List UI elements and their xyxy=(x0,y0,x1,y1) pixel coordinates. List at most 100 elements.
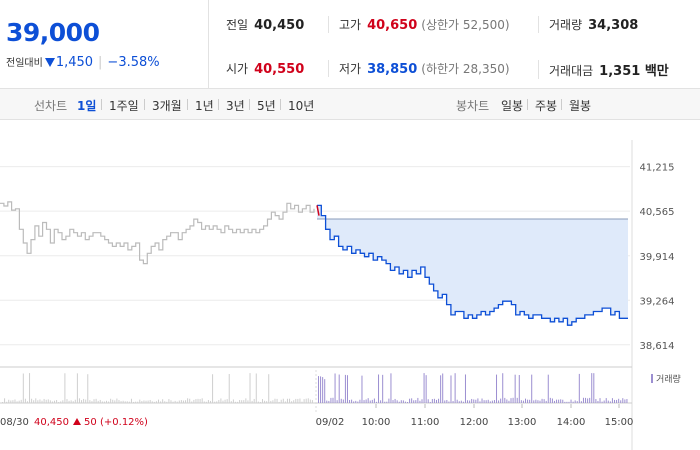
volume-bar-prev xyxy=(128,401,130,403)
volume-bar-today xyxy=(382,374,384,403)
volume-bar-today xyxy=(603,400,605,403)
volume-bar-prev xyxy=(122,400,124,403)
volume-bar-prev xyxy=(45,399,47,403)
volume-bar-today xyxy=(545,400,547,403)
volume-bar-today xyxy=(522,400,524,403)
volume-bar-today xyxy=(489,401,491,403)
volume-bar-today xyxy=(334,373,336,403)
volume-bar-today xyxy=(500,398,502,403)
volume-bar-prev xyxy=(210,400,211,403)
volume-bar-prev xyxy=(81,400,83,403)
tab-monthly-candle[interactable]: 월봉 xyxy=(569,99,592,113)
volume-bar-prev xyxy=(64,373,66,403)
tab-10year[interactable]: 10년 xyxy=(288,99,315,113)
volume-bar-prev xyxy=(97,400,99,403)
volume-bar-prev xyxy=(193,399,195,403)
volume-bar-today xyxy=(361,375,363,403)
tab-5year[interactable]: 5년 xyxy=(257,99,276,113)
volume-bar-prev xyxy=(130,398,132,403)
tab-3month[interactable]: 3개월 xyxy=(152,99,182,113)
volume-bar-today xyxy=(435,399,437,403)
volume-bar-today xyxy=(462,401,464,403)
stat-key: 시가 xyxy=(226,62,249,76)
volume-bar-today xyxy=(498,400,500,403)
y-tick-label: 40,565 xyxy=(640,207,675,218)
volume-bar-prev xyxy=(149,399,151,403)
volume-bar-prev xyxy=(6,401,8,403)
volume-bar-today xyxy=(585,397,587,403)
volume-bar-today xyxy=(415,400,417,403)
volume-bar-prev xyxy=(24,398,26,403)
volume-bar-prev xyxy=(272,400,274,403)
volume-bar-today xyxy=(396,400,398,403)
volume-bar-today xyxy=(535,399,537,403)
volume-bar-today xyxy=(378,374,380,403)
stat-low: 저가 38,850 (하한가 28,350) xyxy=(328,60,510,77)
volume-bar-prev xyxy=(49,400,51,403)
volume-bar-prev xyxy=(291,401,293,403)
candle-chart-label: 봉차트 xyxy=(456,99,490,113)
x-tick-label: 14:00 xyxy=(557,417,586,428)
volume-bar-today xyxy=(328,400,330,403)
volume-bar-today xyxy=(529,399,531,403)
volume-bar-prev xyxy=(68,400,70,403)
volume-bar-today xyxy=(392,400,394,403)
volume-bar-prev xyxy=(303,399,305,403)
volume-bar-today xyxy=(340,398,342,403)
volume-bar-today xyxy=(533,400,535,403)
volume-bar-prev xyxy=(180,400,182,403)
volume-bar-prev xyxy=(20,399,22,403)
volume-bar-today xyxy=(485,400,487,403)
tab-divider xyxy=(144,99,145,110)
volume-bar-today xyxy=(560,399,562,403)
volume-bar-prev xyxy=(41,400,43,403)
change-row: 전일대비 1,450 | −3.58% xyxy=(6,54,160,70)
volume-bar-today xyxy=(607,400,609,403)
tab-divider xyxy=(280,99,281,110)
volume-bar-today xyxy=(525,398,526,403)
volume-bar-today xyxy=(373,398,375,403)
volume-bar-prev xyxy=(58,401,60,403)
volume-bar-today xyxy=(597,400,599,403)
volume-bar-prev xyxy=(293,400,295,403)
stat-value: 40,650 xyxy=(367,18,418,33)
volume-bar-today xyxy=(599,398,601,403)
stat-key: 거래대금 xyxy=(549,64,594,78)
volume-bar-today xyxy=(450,375,452,403)
volume-bar-today xyxy=(587,398,589,403)
volume-bar-prev xyxy=(297,398,299,403)
volume-bar-today xyxy=(527,399,529,403)
volume-bar-prev xyxy=(114,400,116,403)
volume-bar-today xyxy=(421,399,423,403)
volume-bar-today xyxy=(442,373,444,403)
up-triangle-icon xyxy=(73,418,81,425)
tab-1day[interactable]: 1일 xyxy=(77,99,97,113)
volume-bar-today xyxy=(438,398,440,403)
volume-bar-prev xyxy=(16,401,18,403)
volume-bar-prev xyxy=(170,400,172,403)
volume-bar-prev xyxy=(249,373,251,403)
volume-bar-today xyxy=(593,373,595,403)
volume-bar-today xyxy=(582,397,584,403)
volume-bar-prev xyxy=(145,400,147,403)
volume-bar-prev xyxy=(116,398,118,403)
tab-daily-candle[interactable]: 일봉 xyxy=(501,99,524,113)
stat-value: 34,308 xyxy=(588,18,639,33)
volume-legend-swatch xyxy=(651,374,653,383)
tab-weekly-candle[interactable]: 주봉 xyxy=(535,99,558,113)
y-tick-label: 39,264 xyxy=(640,296,675,307)
volume-bar-prev xyxy=(126,401,128,403)
x-tick-label: 13:00 xyxy=(508,417,537,428)
tab-1year[interactable]: 1년 xyxy=(195,99,214,113)
volume-bar-prev xyxy=(243,400,245,403)
volume-bar-today xyxy=(402,400,404,403)
prev-day-date: 08/30 xyxy=(0,417,29,428)
x-tick-label: 15:00 xyxy=(605,417,634,428)
volume-bar-prev xyxy=(10,400,12,403)
tab-1week[interactable]: 1주일 xyxy=(109,99,139,113)
volume-bar-today xyxy=(483,400,485,403)
volume-bar-today xyxy=(411,398,413,403)
volume-bar-today xyxy=(359,399,361,403)
tab-3year[interactable]: 3년 xyxy=(226,99,245,113)
stat-value: 40,450 xyxy=(254,18,305,33)
